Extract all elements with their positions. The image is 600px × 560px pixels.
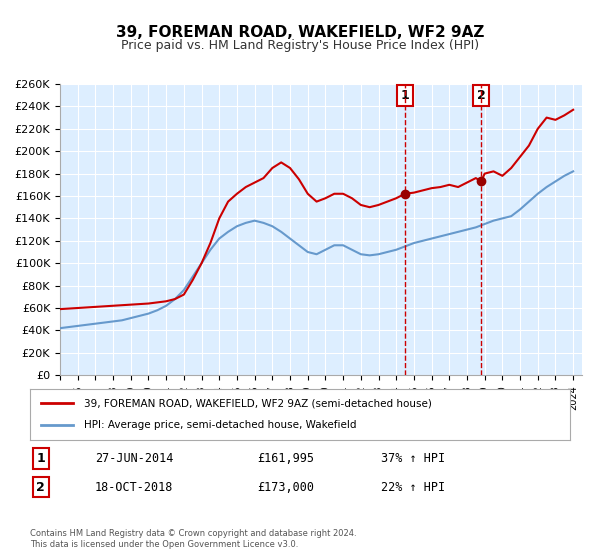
Text: 1: 1 xyxy=(400,89,409,102)
Text: Contains HM Land Registry data © Crown copyright and database right 2024.
This d: Contains HM Land Registry data © Crown c… xyxy=(30,529,356,549)
Text: 39, FOREMAN ROAD, WAKEFIELD, WF2 9AZ (semi-detached house): 39, FOREMAN ROAD, WAKEFIELD, WF2 9AZ (se… xyxy=(84,398,432,408)
Text: 27-JUN-2014: 27-JUN-2014 xyxy=(95,452,173,465)
Text: 37% ↑ HPI: 37% ↑ HPI xyxy=(381,452,445,465)
Text: £161,995: £161,995 xyxy=(257,452,314,465)
Text: 2: 2 xyxy=(477,89,485,102)
Text: Price paid vs. HM Land Registry's House Price Index (HPI): Price paid vs. HM Land Registry's House … xyxy=(121,39,479,52)
Text: 39, FOREMAN ROAD, WAKEFIELD, WF2 9AZ: 39, FOREMAN ROAD, WAKEFIELD, WF2 9AZ xyxy=(116,25,484,40)
Text: 1: 1 xyxy=(37,452,45,465)
Text: 2: 2 xyxy=(37,480,45,493)
Text: 18-OCT-2018: 18-OCT-2018 xyxy=(95,480,173,493)
Text: HPI: Average price, semi-detached house, Wakefield: HPI: Average price, semi-detached house,… xyxy=(84,421,356,431)
Text: 22% ↑ HPI: 22% ↑ HPI xyxy=(381,480,445,493)
Text: £173,000: £173,000 xyxy=(257,480,314,493)
